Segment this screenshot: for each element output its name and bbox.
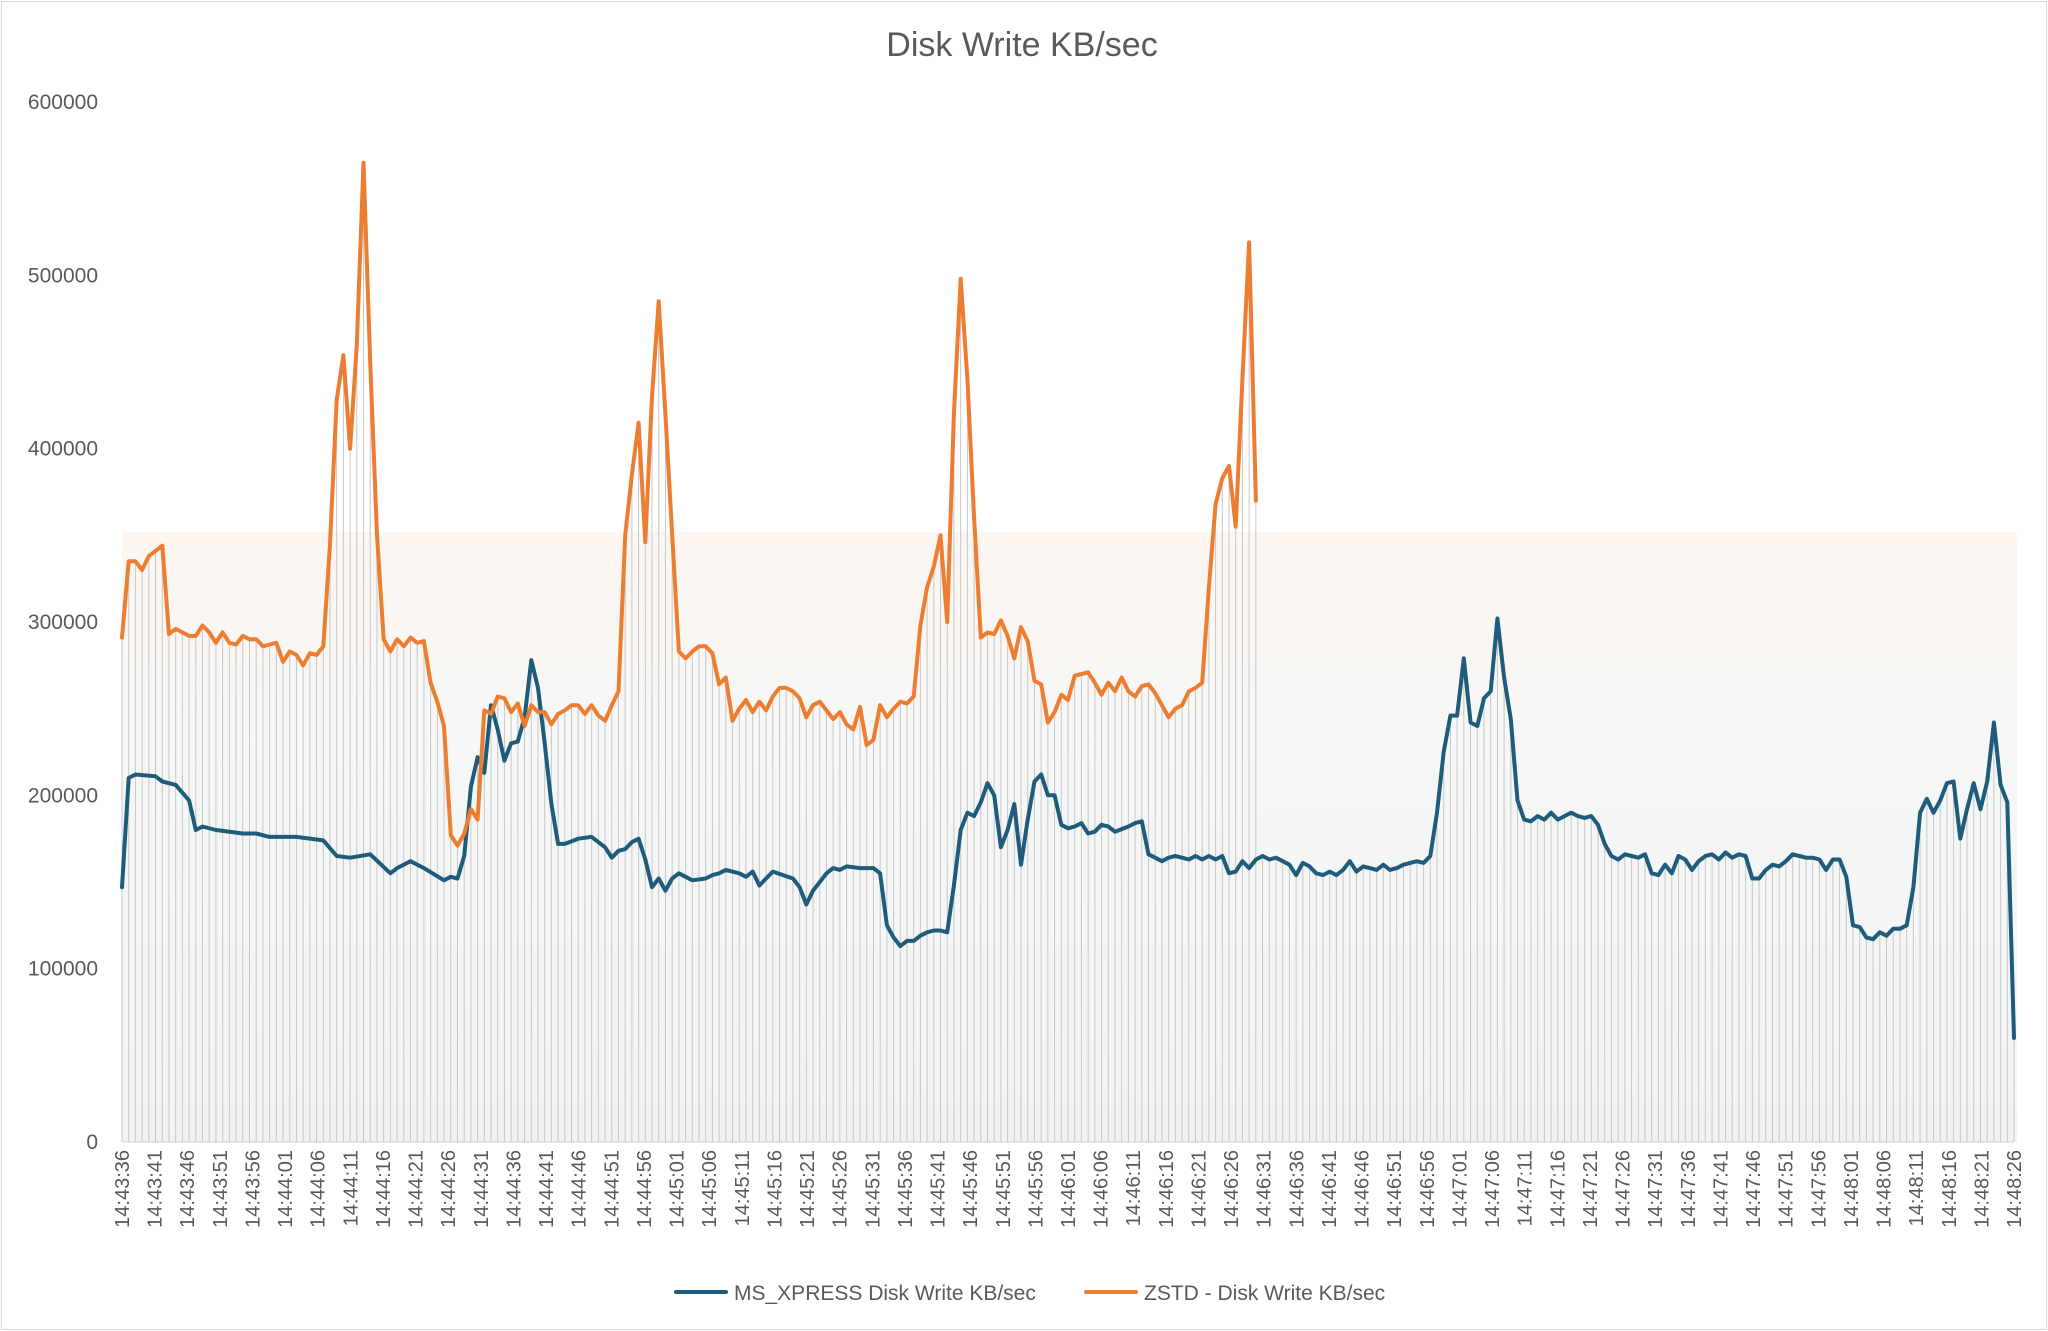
x-tick-label: 14:45:01: [667, 1150, 689, 1228]
x-tick-label: 14:46:31: [1254, 1150, 1276, 1228]
x-tick-label: 14:44:31: [471, 1150, 493, 1228]
x-tick-label: 14:45:51: [993, 1150, 1015, 1228]
y-tick-label: 400000: [28, 438, 98, 461]
x-tick-label: 14:46:56: [1417, 1150, 1439, 1228]
x-tick-label: 14:44:11: [340, 1150, 362, 1226]
x-tick-label: 14:48:16: [1939, 1150, 1961, 1228]
y-tick-label: 0: [86, 1131, 98, 1154]
x-tick-label: 14:47:16: [1547, 1150, 1569, 1228]
x-tick-label: 14:46:51: [1384, 1150, 1406, 1228]
x-tick-label: 14:45:41: [928, 1150, 950, 1228]
x-tick-label: 14:47:36: [1678, 1150, 1700, 1228]
x-tick-label: 14:45:31: [862, 1150, 884, 1228]
y-tick-label: 100000: [28, 958, 98, 981]
x-tick-label: 14:43:51: [210, 1150, 232, 1228]
x-tick-label: 14:45:21: [797, 1150, 819, 1228]
x-tick-label: 14:48:26: [2004, 1150, 2026, 1228]
x-tick-label: 14:46:36: [1286, 1150, 1308, 1228]
x-tick-label: 14:44:01: [275, 1150, 297, 1228]
x-tick-label: 14:44:46: [569, 1150, 591, 1228]
legend-label: ZSTD - Disk Write KB/sec: [1144, 1282, 1385, 1305]
x-tick-label: 14:46:16: [1156, 1150, 1178, 1228]
series-layer: [120, 160, 2016, 1040]
x-tick-label: 14:46:06: [1091, 1150, 1113, 1228]
x-tick-label: 14:46:11: [1123, 1150, 1145, 1226]
y-tick-label: 300000: [28, 611, 98, 634]
x-tick-label: 14:47:01: [1449, 1150, 1471, 1228]
legend: MS_XPRESS Disk Write KB/sec ZSTD - Disk W…: [674, 1282, 1385, 1305]
y-tick-label: 200000: [28, 784, 98, 807]
x-tick-label: 14:47:41: [1710, 1150, 1732, 1228]
x-tick-label: 14:47:31: [1645, 1150, 1667, 1228]
x-tick-label: 14:45:56: [1025, 1150, 1047, 1228]
series-line-ms-xpress: [120, 616, 2016, 1040]
x-tick-label: 14:44:56: [634, 1150, 656, 1228]
x-tick-label: 14:44:16: [373, 1150, 395, 1228]
x-tick-label: 14:48:01: [1841, 1150, 1863, 1228]
y-axis: 0 100000 200000 300000 400000 500000 600000: [28, 91, 98, 1154]
x-tick-label: 14:47:26: [1613, 1150, 1635, 1228]
x-tick-label: 14:47:11: [1515, 1150, 1537, 1226]
x-tick-label: 14:47:51: [1776, 1150, 1798, 1228]
y-tick-label: 600000: [28, 91, 98, 114]
x-tick-label: 14:43:36: [112, 1150, 134, 1228]
x-tick-label: 14:46:21: [1188, 1150, 1210, 1228]
drop-lines: [121, 162, 2015, 1142]
chart-title: Disk Write KB/sec: [886, 26, 1157, 64]
x-tick-label: 14:44:21: [406, 1150, 428, 1228]
x-tick-label: 14:43:46: [177, 1150, 199, 1228]
x-tick-label: 14:45:26: [830, 1150, 852, 1228]
x-tick-label: 14:44:41: [536, 1150, 558, 1228]
series-line-zstd: [120, 160, 1258, 848]
x-tick-label: 14:44:26: [438, 1150, 460, 1228]
x-tick-label: 14:44:06: [308, 1150, 330, 1228]
x-tick-label: 14:43:41: [145, 1150, 167, 1228]
x-tick-label: 14:45:46: [960, 1150, 982, 1228]
x-axis: 14:43:36 14:43:41 14:43:46 14:43:51 14:43:56…: [112, 1141, 2026, 1228]
x-tick-label: 14:44:51: [601, 1150, 623, 1228]
x-tick-label: 14:45:06: [699, 1150, 721, 1228]
x-tick-label: 14:46:41: [1319, 1150, 1341, 1228]
x-tick-label: 14:45:11: [732, 1150, 754, 1226]
legend-label: MS_XPRESS Disk Write KB/sec: [734, 1282, 1036, 1305]
x-tick-label: 14:45:16: [764, 1150, 786, 1228]
x-tick-label: 14:47:21: [1580, 1150, 1602, 1228]
x-tick-label: 14:46:01: [1058, 1150, 1080, 1228]
x-tick-label: 14:48:11: [1906, 1150, 1928, 1226]
y-tick-label: 500000: [28, 264, 98, 287]
x-tick-label: 14:45:36: [895, 1150, 917, 1228]
x-tick-label: 14:48:21: [1971, 1150, 1993, 1228]
x-tick-label: 14:48:06: [1874, 1150, 1896, 1228]
plot-background: [122, 532, 2017, 1142]
x-tick-label: 14:46:26: [1221, 1150, 1243, 1228]
x-tick-label: 14:47:46: [1743, 1150, 1765, 1228]
x-tick-label: 14:44:36: [503, 1150, 525, 1228]
x-tick-label: 14:43:56: [242, 1150, 264, 1228]
x-tick-label: 14:46:46: [1352, 1150, 1374, 1228]
x-tick-label: 14:47:56: [1808, 1150, 1830, 1228]
x-tick-label: 14:47:06: [1482, 1150, 1504, 1228]
